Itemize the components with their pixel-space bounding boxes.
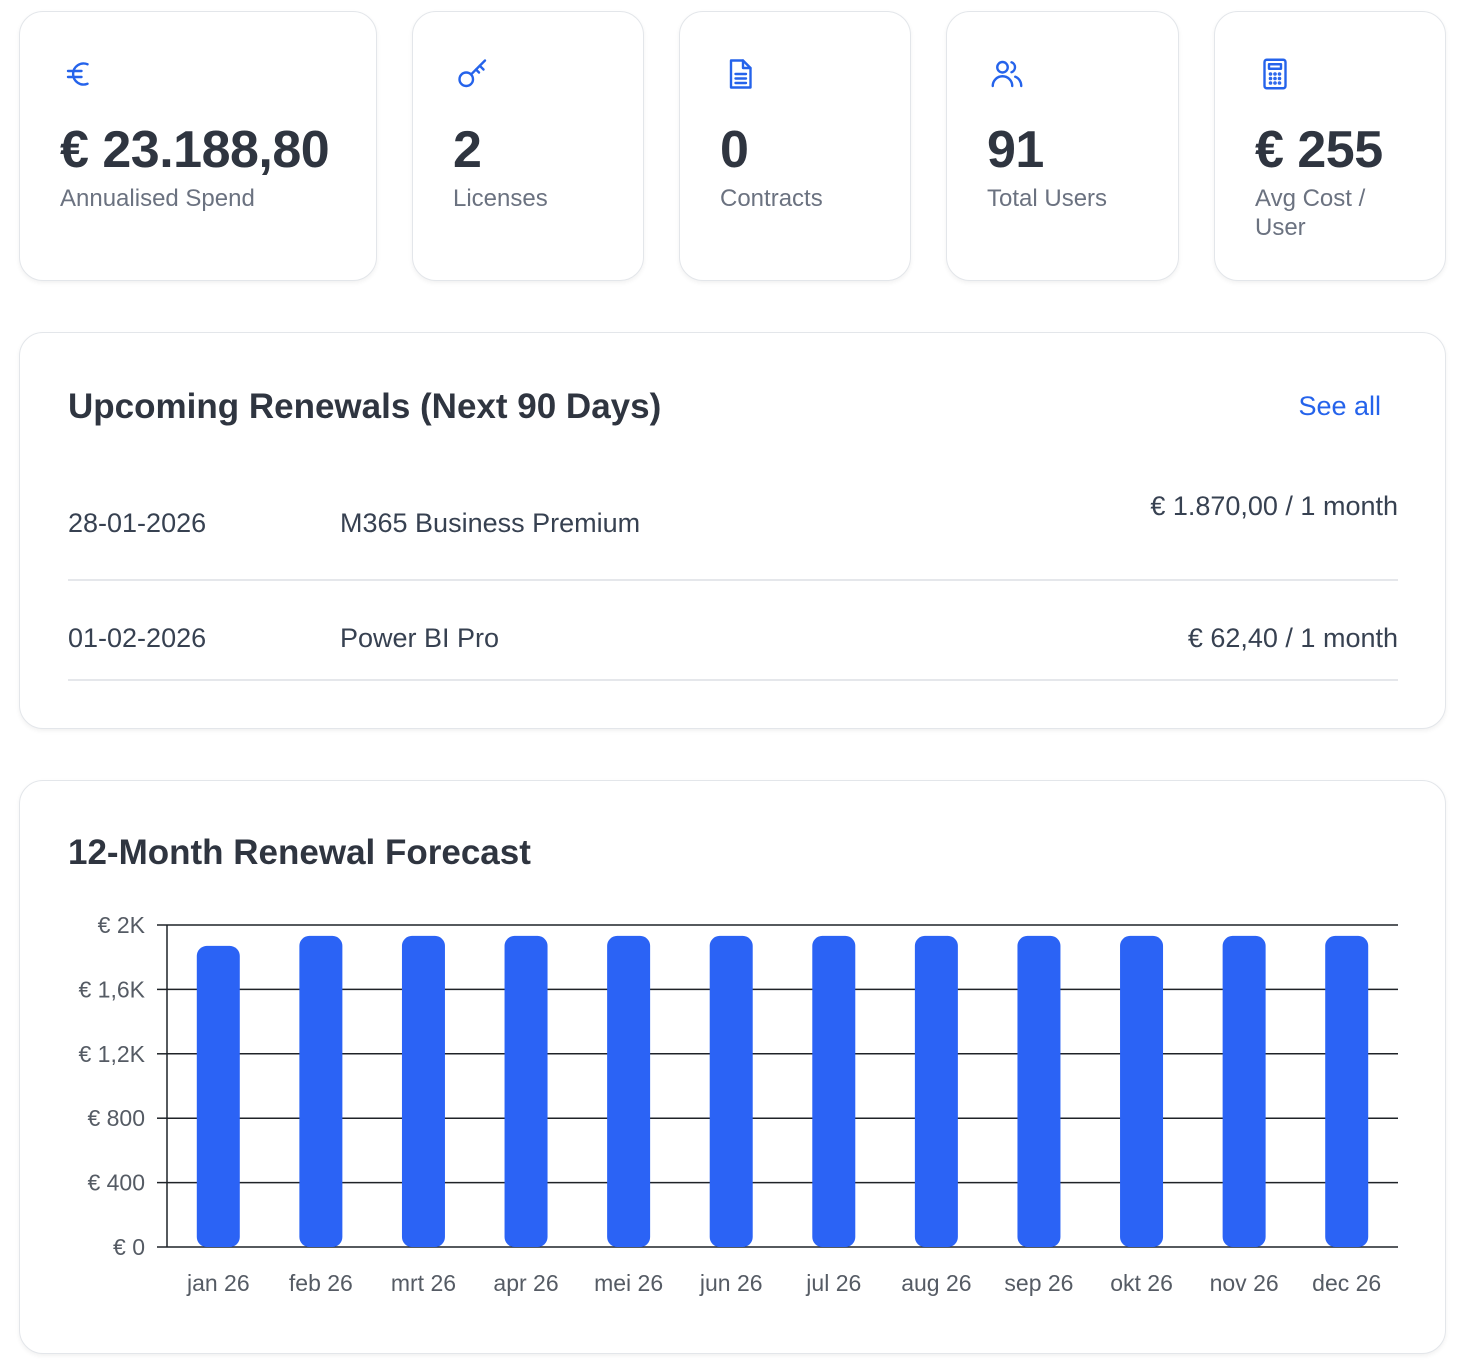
y-tick-label: € 400 [87,1170,145,1196]
see-all-link[interactable]: See all [1298,391,1381,421]
renewal-row[interactable]: 01-02-2026 Power BI Pro € 62,40 / 1 mont… [68,581,1398,681]
chart-bar[interactable] [914,935,958,1247]
y-tick-label: € 0 [113,1234,145,1260]
chart-bar[interactable] [709,935,753,1247]
x-tick-label: mei 26 [594,1270,663,1296]
chart-bar[interactable] [299,935,343,1247]
x-tick-label: okt 26 [1110,1270,1173,1296]
stat-value: € 23.188,80 [60,121,330,179]
stat-label: Licenses [453,185,548,212]
x-tick-label: dec 26 [1312,1270,1381,1296]
renewal-price: € 1.870,00 / 1 month [1150,491,1398,521]
chart-bar[interactable] [1017,935,1061,1247]
chart-bar[interactable] [812,935,856,1247]
renewal-price: € 62,40 / 1 month [1187,623,1398,653]
stat-value: 91 [987,121,1044,179]
stat-label: Total Users [987,185,1108,212]
x-tick-label: sep 26 [1004,1270,1073,1296]
x-tick-label: nov 26 [1210,1270,1279,1296]
chart-bar[interactable] [196,945,240,1247]
chart-bar[interactable] [607,935,651,1247]
stat-value: 2 [453,121,482,179]
chart-bar[interactable] [504,935,548,1247]
upcoming-renewals-panel: Upcoming Renewals (Next 90 Days) See all… [19,332,1446,729]
y-tick-label: € 1,2K [79,1041,146,1067]
stat-label: Avg Cost / User [1255,185,1366,241]
users-icon [989,56,1025,92]
document-icon [722,56,758,92]
renewal-row[interactable]: 28-01-2026 M365 Business Premium € 1.870… [68,473,1398,581]
x-tick-label: aug 26 [901,1270,971,1296]
chart-bar[interactable] [1325,935,1369,1247]
renewal-date: 28-01-2026 [68,508,207,538]
key-icon [455,56,491,92]
upcoming-renewals-title: Upcoming Renewals (Next 90 Days) [68,387,662,426]
calculator-icon [1257,56,1293,92]
chart-bar[interactable] [1120,935,1164,1247]
renewal-date: 01-02-2026 [68,623,207,653]
chart-bar[interactable] [1222,935,1266,1247]
stat-label: Contracts [720,185,823,212]
renewal-forecast-title: 12-Month Renewal Forecast [68,833,531,872]
stat-card-licenses: 2 Licenses [412,11,644,281]
x-tick-label: jul 26 [805,1270,861,1296]
renewal-forecast-chart: € 0 € 400 € 800 € 1,2K € 1,6K € 2K jan 26 feb 2… [79,912,1398,1296]
renewal-name: M365 Business Premium [340,508,641,538]
euro-icon [62,56,98,92]
x-tick-label: mrt 26 [391,1270,456,1296]
x-tick-label: feb 26 [289,1270,353,1296]
stat-value: 0 [720,121,749,179]
x-tick-label: jun 26 [699,1270,763,1296]
stat-card-contracts: 0 Contracts [679,11,911,281]
x-tick-label: jan 26 [186,1270,250,1296]
renewal-forecast-panel: 12-Month Renewal Forecast € 0 € 400 € 800 €… [19,780,1446,1354]
y-tick-label: € 800 [87,1105,145,1131]
chart-bar[interactable] [401,935,445,1247]
y-tick-label: € 1,6K [79,976,146,1002]
stat-card-avg-cost-per-user: € 255 Avg Cost / User [1214,11,1446,281]
stat-label: Annualised Spend [60,185,255,212]
stat-value: € 255 [1255,121,1383,179]
y-tick-label: € 2K [98,912,146,938]
x-tick-label: apr 26 [493,1270,558,1296]
stat-card-annualised-spend: € 23.188,80 Annualised Spend [19,11,377,281]
stat-card-total-users: 91 Total Users [946,11,1179,281]
renewal-name: Power BI Pro [340,623,500,653]
